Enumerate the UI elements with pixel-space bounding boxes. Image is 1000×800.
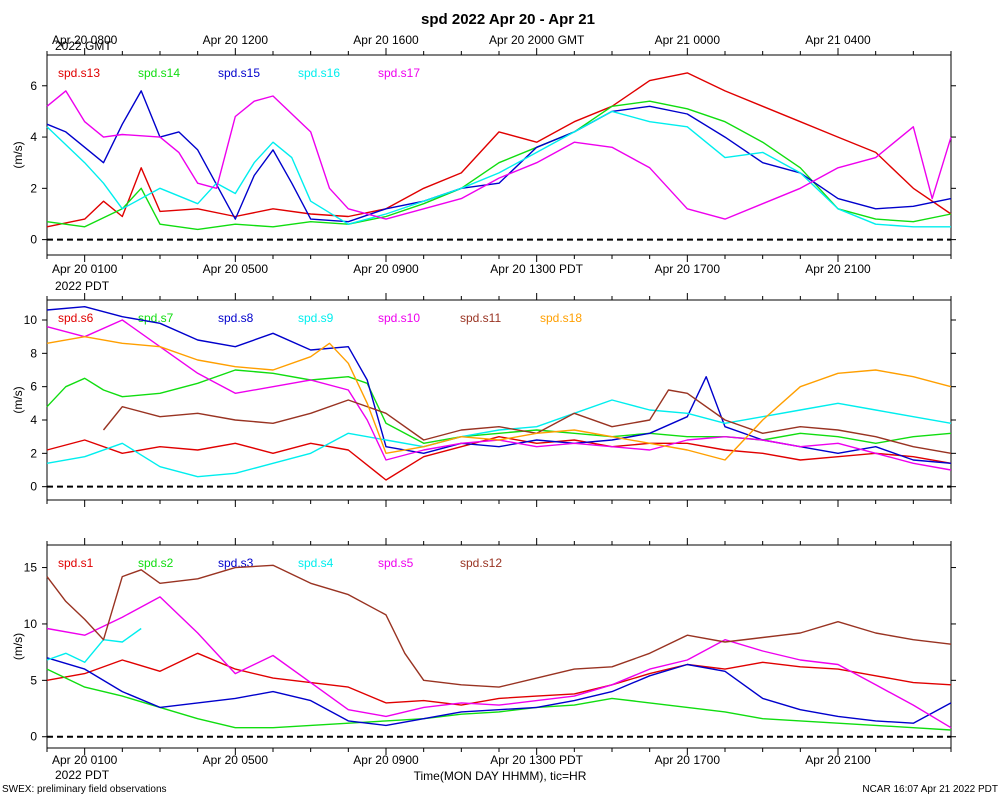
- y-tick-label: 2: [30, 446, 37, 460]
- pdt-tick-label: Apr 20 2100: [805, 262, 871, 276]
- y-axis-label: (m/s): [11, 141, 25, 168]
- y-tick-label: 10: [24, 313, 38, 327]
- legend-entry-spd.s13: spd.s13: [58, 66, 100, 80]
- y-tick-label: 4: [30, 413, 37, 427]
- series-line-spd.s18: [46, 336, 952, 461]
- series-line-spd.s5: [46, 596, 952, 729]
- legend-entry-spd.s11: spd.s11: [460, 311, 501, 325]
- y-tick-label: 8: [30, 346, 37, 360]
- y-tick-label: 0: [30, 730, 37, 744]
- series-line-spd.s6: [46, 436, 952, 481]
- footer-left-note: SWEX: preliminary field observations: [2, 784, 167, 795]
- legend-entry-spd.s2: spd.s2: [138, 556, 174, 570]
- series-line-spd.s15: [46, 90, 952, 223]
- series-line-spd.s16: [46, 110, 951, 228]
- pdt-tick-label: Apr 20 0900: [353, 262, 419, 276]
- y-tick-label: 6: [30, 380, 37, 394]
- pdt-tick-label: Apr 20 0500: [203, 262, 269, 276]
- series-line-spd.s14: [46, 100, 952, 231]
- pdt-year-label: 2022 PDT: [55, 279, 110, 293]
- legend-entry-spd.s15: spd.s15: [218, 66, 260, 80]
- pdt-tick-label: Apr 20 1300 PDT: [490, 262, 583, 276]
- y-tick-label: 2: [30, 181, 37, 195]
- y-axis-label: (m/s): [11, 386, 25, 413]
- series-line-spd.s17: [46, 90, 952, 220]
- bottom-pdt-tick-label: Apr 20 0500: [203, 753, 269, 767]
- series-line-spd.s1: [46, 652, 952, 706]
- plot-frame: [46, 299, 952, 501]
- gmt-tick-label: Apr 20 2000 GMT: [489, 33, 585, 47]
- gmt-tick-label: Apr 20 0800: [52, 33, 118, 47]
- bottom-pdt-tick-label: Apr 20 0100: [52, 753, 118, 767]
- legend-entry-spd.s17: spd.s17: [378, 66, 420, 80]
- legend-entry-spd.s16: spd.s16: [298, 66, 340, 80]
- legend-entry-spd.s8: spd.s8: [218, 311, 254, 325]
- panel-1: spd.s13 spd.s14 spd.s15 spd.s16 spd.s17 0 2 4 6 (…: [11, 48, 956, 262]
- plots-group: spd.s13 spd.s14 spd.s15 spd.s16 spd.s170246(…: [11, 33, 956, 782]
- gmt-tick-label: Apr 20 1200: [203, 33, 269, 47]
- bottom-pdt-tick-label: Apr 20 1700: [655, 753, 721, 767]
- bottom-pdt-tick-label: Apr 20 2100: [805, 753, 871, 767]
- y-tick-label: 15: [24, 561, 38, 575]
- legend-entry-spd.s10: spd.s10: [378, 311, 420, 325]
- series-line-spd.s10: [46, 319, 952, 471]
- series-line-spd.s13: [46, 72, 952, 228]
- gmt-tick-label: Apr 21 0400: [805, 33, 871, 47]
- legend-entry-spd.s1: spd.s1: [58, 556, 94, 570]
- series-line-spd.s2: [46, 668, 952, 731]
- footer-right-note: NCAR 16:07 Apr 21 2022 PDT: [862, 784, 998, 795]
- legend-entry-spd.s9: spd.s9: [298, 311, 334, 325]
- legend-entry-spd.s6: spd.s6: [58, 311, 94, 325]
- y-tick-label: 5: [30, 673, 37, 687]
- bottom-pdt-tick-label: Apr 20 1300 PDT: [490, 753, 583, 767]
- plot-frame: [46, 54, 952, 256]
- series-line-spd.s9: [46, 399, 952, 478]
- gmt-tick-label: Apr 21 0000: [655, 33, 721, 47]
- series-line-spd.s3: [46, 657, 952, 727]
- series-line-spd.s7: [46, 369, 952, 444]
- bottom-pdt-tick-label: Apr 20 0900: [353, 753, 419, 767]
- gmt-year-label: 2022 GMT: [55, 39, 112, 53]
- legend-entry-spd.s12: spd.s12: [460, 556, 502, 570]
- legend-entry-spd.s18: spd.s18: [540, 311, 582, 325]
- panel-3: spd.s1 spd.s2 spd.s3 spd.s4 spd.s5 spd.s12051…: [11, 538, 956, 755]
- panel-2: spd.s6 spd.s7 spd.s8 spd.s9 spd.s10 spd.s11 sp…: [11, 293, 956, 507]
- bottom-pdt-year-label: 2022 PDT: [55, 768, 110, 782]
- chart-title: spd 2022 Apr 20 - Apr 21: [421, 11, 595, 28]
- x-axis-title: Time(MON DAY HHMM), tic=HR: [414, 769, 587, 783]
- legend-entry-spd.s5: spd.s5: [378, 556, 414, 570]
- legend-entry-spd.s14: spd.s14: [138, 66, 180, 80]
- y-tick-label: 4: [30, 130, 37, 144]
- pdt-tick-label: Apr 20 0100: [52, 262, 118, 276]
- y-tick-label: 6: [30, 79, 37, 93]
- y-tick-label: 0: [30, 233, 37, 247]
- y-axis-label: (m/s): [11, 633, 25, 660]
- series-line-spd.s12: [46, 564, 952, 688]
- series-line-spd.s4: [46, 627, 142, 663]
- y-tick-label: 0: [30, 480, 37, 494]
- gmt-tick-label: Apr 20 1600: [353, 33, 419, 47]
- pdt-tick-label: Apr 20 1700: [655, 262, 721, 276]
- y-tick-label: 10: [24, 617, 38, 631]
- plot-frame: [46, 544, 952, 749]
- legend-entry-spd.s4: spd.s4: [298, 556, 334, 570]
